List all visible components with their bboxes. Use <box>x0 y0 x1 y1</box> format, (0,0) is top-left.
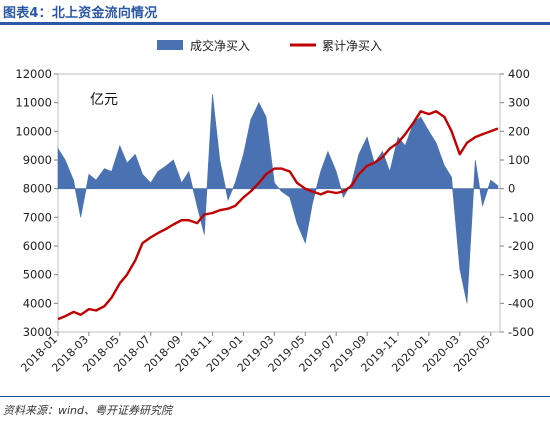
left-axis-label: 9000 <box>23 153 52 167</box>
source-note: 资料来源：wind、粤开证券研究院 <box>3 404 173 417</box>
left-axis-label: 11000 <box>15 96 52 110</box>
cumulative-line <box>57 110 499 321</box>
legend: 成交净买入 累计净买入 <box>157 38 382 53</box>
legend-label-net-buy: 成交净买入 <box>190 38 250 53</box>
cumulative-line-layer <box>57 110 499 321</box>
legend-label-cumulative: 累计净买入 <box>322 39 382 53</box>
source-rule <box>0 396 550 397</box>
net-buy-area-layer <box>57 94 499 304</box>
right-axis-label: 0 <box>508 182 515 196</box>
title-rule <box>0 22 550 25</box>
right-axis-label: -500 <box>508 325 534 339</box>
right-axis-label: -100 <box>508 210 534 224</box>
left-axis-label: 8000 <box>23 182 52 196</box>
right-axis-label: -200 <box>508 239 534 253</box>
unit-label: 亿元 <box>90 92 118 108</box>
right-axis-label: 400 <box>508 67 530 81</box>
left-axis-label: 12000 <box>15 67 52 81</box>
left-axis-label: 7000 <box>23 210 52 224</box>
right-axis-label: 300 <box>508 96 530 110</box>
left-axis-label: 5000 <box>23 268 52 282</box>
flow-chart: 3000400050006000700080009000100001100012… <box>15 38 534 375</box>
legend-swatch-net-buy <box>157 40 183 50</box>
left-axis-label: 4000 <box>23 296 52 310</box>
left-axis-label: 10000 <box>15 124 52 138</box>
right-axis-label: 200 <box>508 124 530 138</box>
figure-title: 图表4：北上资金流向情况 <box>3 6 158 21</box>
right-axis-label: 100 <box>508 153 530 167</box>
plot-frame <box>57 73 501 333</box>
left-axis-label: 3000 <box>23 325 52 339</box>
right-axis-label: -400 <box>508 296 534 310</box>
right-axis-label: -300 <box>508 268 534 282</box>
net-buy-area <box>57 94 499 304</box>
left-axis-label: 6000 <box>23 239 52 253</box>
